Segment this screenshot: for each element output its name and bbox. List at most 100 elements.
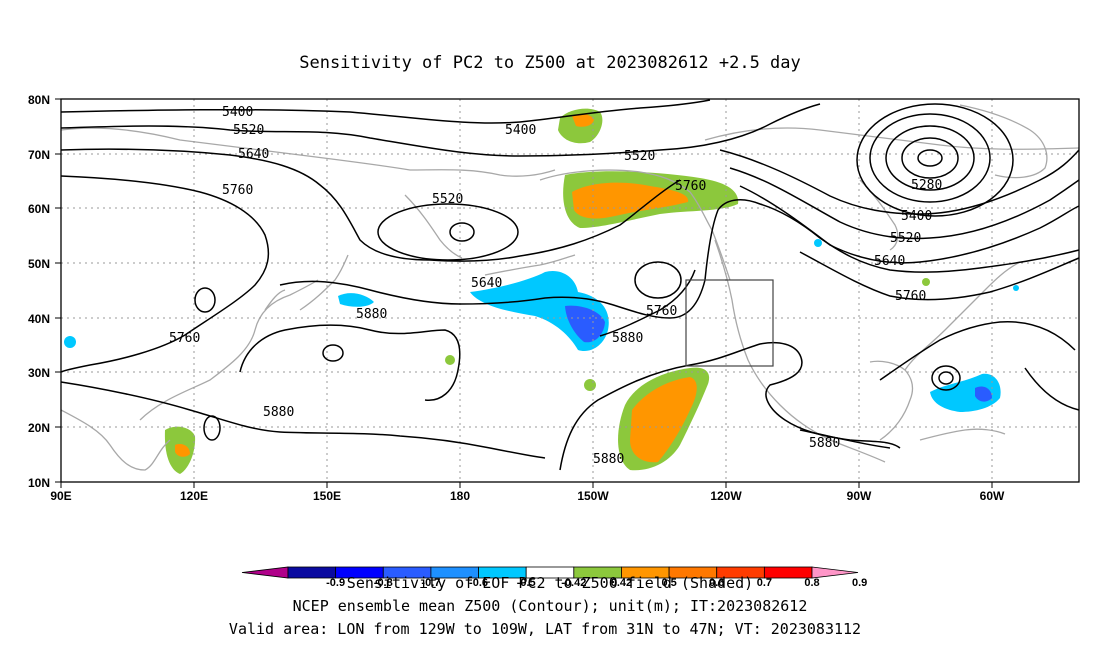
contour-label: 5520 bbox=[624, 149, 655, 164]
coast-asia-south bbox=[60, 409, 171, 471]
contour-line-5880-atlantic bbox=[879, 321, 1076, 381]
colorbar-max-triangle bbox=[811, 566, 859, 579]
contour-greenland-1 bbox=[917, 149, 943, 167]
coast-japan bbox=[299, 254, 349, 311]
map-title: Sensitivity of PC2 to Z500 at 2023082612… bbox=[299, 53, 801, 73]
lon-tick-label: 150W bbox=[577, 489, 609, 503]
contour-greenland-4 bbox=[869, 113, 991, 203]
contour-label: 5280 bbox=[911, 178, 942, 193]
colorbar-tick-label: -0.5 bbox=[517, 577, 536, 589]
contour-line-5880-se bbox=[799, 429, 891, 449]
coast-greenland bbox=[959, 104, 1048, 179]
contour-label: 5520 bbox=[890, 231, 921, 246]
negative-spot-north-atlantic bbox=[1013, 285, 1019, 291]
contour-line-5640-west bbox=[60, 148, 681, 262]
coast-china-east bbox=[139, 279, 319, 421]
map-plot-area: 5400 5520 5640 5760 5400 5520 5520 5760 … bbox=[60, 98, 1080, 483]
lon-tick-label: 150E bbox=[313, 489, 341, 503]
negative-region-japan-east bbox=[338, 293, 374, 307]
contour-line-5880-north bbox=[599, 269, 696, 337]
negative-spot-india bbox=[64, 336, 76, 348]
negative-spot-canada bbox=[814, 239, 822, 247]
negative-core-pacific bbox=[565, 305, 605, 343]
contour-label: 5880 bbox=[809, 436, 840, 451]
colorbar-tick-label: 0.42 bbox=[611, 577, 632, 589]
contour-low-philippines bbox=[203, 415, 221, 441]
coast-canada-north bbox=[704, 127, 1080, 150]
colorbar-tick-label: 0.7 bbox=[757, 577, 772, 589]
lon-tick-label: 120W bbox=[710, 489, 742, 503]
colorbar-tick-label: 0.5 bbox=[661, 577, 676, 589]
lat-tick-label: 80N bbox=[28, 93, 50, 107]
colorbar-tick-label: -0.6 bbox=[469, 577, 488, 589]
contour-label: 5880 bbox=[263, 405, 294, 420]
contour-line-5880-central bbox=[239, 324, 461, 401]
lon-tick-label: 60W bbox=[980, 489, 1005, 503]
positive-spot-central bbox=[445, 355, 455, 365]
contour-label: 5400 bbox=[505, 123, 536, 138]
contour-label: 5760 bbox=[895, 289, 926, 304]
lon-tick-label: 90W bbox=[847, 489, 872, 503]
negative-core-atlantic bbox=[975, 386, 992, 402]
contour-line-5400-west bbox=[60, 99, 711, 124]
footer-line-2: NCEP ensemble mean Z500 (Contour); unit(… bbox=[293, 597, 808, 615]
contour-label: 5520 bbox=[233, 123, 264, 138]
longitude-axis: 90E 120E 150E 180 150W 120W 90W 60W bbox=[50, 482, 1005, 503]
valid-area-box bbox=[685, 279, 774, 367]
contour-greenland-3 bbox=[885, 125, 975, 191]
contour-label: 5760 bbox=[222, 183, 253, 198]
contour-low-kamchatka-outer bbox=[377, 203, 519, 261]
lat-tick-label: 40N bbox=[28, 312, 50, 326]
lon-tick-label: 180 bbox=[450, 489, 470, 503]
lat-tick-label: 60N bbox=[28, 202, 50, 216]
lat-tick-label: 70N bbox=[28, 148, 50, 162]
coast-aleutians bbox=[484, 254, 576, 276]
contour-label: 5640 bbox=[471, 276, 502, 291]
contour-high-east-pacific bbox=[634, 261, 682, 299]
coast-caribbean bbox=[919, 428, 1006, 441]
contour-atlantic-small bbox=[938, 371, 954, 385]
coast-west-us bbox=[714, 239, 886, 463]
contour-label: 5880 bbox=[356, 307, 387, 322]
positive-spot-atlantic bbox=[922, 278, 930, 286]
footer-line-1: Sensitivity of EOF PC2 to Z500 field (Sh… bbox=[347, 574, 753, 592]
positive-core-alaska bbox=[572, 182, 689, 219]
lon-tick-label: 120E bbox=[180, 489, 208, 503]
coast-alaska bbox=[539, 169, 731, 281]
negative-region-atlantic bbox=[930, 373, 1001, 412]
colorbar-tick-label: -0.42 bbox=[561, 577, 586, 589]
contour-label: 5640 bbox=[874, 254, 905, 269]
contour-label: 5880 bbox=[612, 331, 643, 346]
colorbar-tick-label: -0.7 bbox=[421, 577, 440, 589]
contour-line-5520-west bbox=[60, 103, 821, 157]
colorbar-tick-label: -0.8 bbox=[374, 577, 393, 589]
contour-low-kamchatka bbox=[449, 222, 475, 242]
contour-greenland-5 bbox=[856, 103, 1014, 217]
coast-asia-north bbox=[60, 127, 556, 177]
contour-line-5760-west bbox=[60, 175, 270, 373]
coast-korea bbox=[264, 289, 286, 311]
contour-label: 5400 bbox=[222, 105, 253, 120]
contour-label: 5520 bbox=[432, 192, 463, 207]
contour-high-japan bbox=[194, 287, 216, 313]
colorbar-tick-label: 0.9 bbox=[852, 577, 867, 589]
positive-spot-east bbox=[584, 379, 596, 391]
contour-line-5880-west bbox=[60, 381, 546, 459]
colorbar: -0.9 -0.8 -0.7 -0.6 -0.5 -0.42 0.42 0.5 0.6 0.7 0.… bbox=[241, 566, 867, 589]
contour-line-5760-far-east bbox=[799, 251, 1080, 301]
contour-label: 5640 bbox=[238, 147, 269, 162]
lat-tick-label: 20N bbox=[28, 421, 50, 435]
positive-core-arctic bbox=[572, 113, 594, 127]
colorbar-tick-label: 0.6 bbox=[709, 577, 724, 589]
colorbar-tick-label: 0.8 bbox=[804, 577, 819, 589]
lat-tick-label: 50N bbox=[28, 257, 50, 271]
contour-line-5400-east bbox=[719, 149, 1080, 215]
contour-label: 5760 bbox=[169, 331, 200, 346]
latitude-axis: 80N 70N 60N 50N 40N 30N 20N 10N bbox=[28, 93, 61, 490]
contour-line-5640-east bbox=[739, 185, 1080, 264]
contour-label: 5760 bbox=[646, 304, 677, 319]
plot-frame bbox=[60, 98, 1080, 483]
contour-high-midpacific bbox=[322, 344, 344, 362]
contour-line-5880-atlantic-lower bbox=[1024, 367, 1080, 411]
